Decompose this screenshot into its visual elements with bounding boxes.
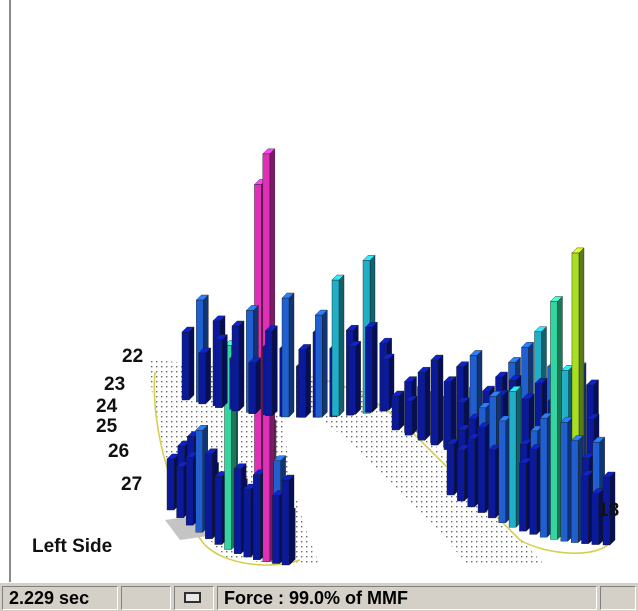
bar-1-2 [198,347,212,405]
tooth-label-22: 22 [122,346,144,367]
bar-3-29 [602,471,616,546]
bar-1-14 [298,343,312,418]
tooth-label-25: 25 [96,416,118,437]
bar-1-4 [214,334,228,409]
frame-icon[interactable] [184,592,201,603]
bar-2-4 [417,366,431,441]
tooth-label-24: 24 [96,396,118,417]
force-3d-view: 22 23 24 25 26 27 18 Left Side [9,0,620,582]
arch-outline-left [153,371,301,566]
bar-1-8 [248,357,262,415]
status-panel-end [600,586,636,610]
bar-2-6 [430,354,444,446]
time-readout: 2.229 sec [2,586,118,610]
force-readout: Force : 99.0% of MMF [217,586,597,610]
status-bar: 2.229 sec Force : 99.0% of MMF [0,582,638,611]
bar-0-24 [281,474,295,566]
frame-toggle-panel[interactable] [174,586,214,610]
bar-1-22 [364,321,378,413]
tooth-label-18: 18 [598,500,620,521]
tooth-label-23: 23 [104,374,126,395]
bar-1-16 [314,309,328,418]
tooth-label-26: 26 [108,441,130,462]
bar-1-0 [181,326,195,401]
right-arch-shadow [280,378,545,565]
bar-1-6 [231,320,245,412]
bar-1-10 [264,325,278,417]
bar-1-18 [331,274,345,417]
status-panel-empty [121,586,171,610]
bar-2-0 [391,390,405,431]
side-label: Left Side [32,536,113,557]
force-bar-chart [150,148,616,566]
bar-1-12 [281,292,295,418]
bar-1-20 [348,340,362,415]
tooth-label-27: 27 [121,474,143,495]
bar-2-8 [443,376,457,451]
bar-2-2 [404,395,418,436]
view-left-edge [9,0,11,582]
